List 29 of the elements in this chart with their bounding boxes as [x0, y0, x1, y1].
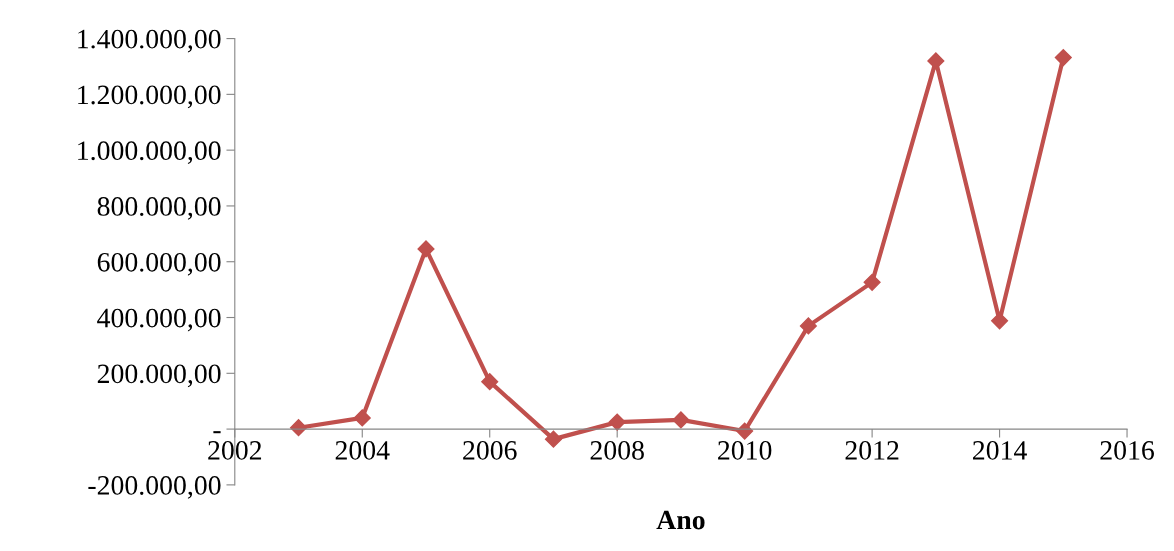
y-tick-label: 600.000,00 — [97, 252, 221, 276]
y-tick-label: 400.000,00 — [97, 308, 221, 332]
x-tick-label: 2016 — [1100, 441, 1154, 460]
point — [353, 409, 371, 427]
x-axis-title: Ano — [656, 510, 705, 530]
point — [927, 52, 945, 70]
point — [481, 373, 499, 391]
y-tick-label: 1.200.000,00 — [78, 85, 221, 109]
point — [736, 422, 754, 440]
point — [799, 317, 817, 335]
x-tick-label: 2006 — [463, 441, 517, 460]
point — [672, 411, 690, 429]
point — [544, 430, 563, 448]
x-tick-label: 2008 — [590, 441, 644, 460]
point — [608, 413, 626, 431]
x-tick-label: 2014 — [973, 441, 1027, 460]
y-tick-label: - — [213, 431, 221, 434]
y-tick-label: -200.000,00 — [88, 476, 221, 499]
y-tick-label: 200.000,00 — [97, 364, 221, 388]
point — [417, 240, 435, 258]
x-tick-label: 2010 — [718, 441, 772, 460]
x-tick-label: 2012 — [845, 441, 899, 460]
point — [1054, 48, 1072, 67]
y-tick-label: 1.400.000,00 — [78, 29, 221, 53]
y-tick-label: 800.000,00 — [97, 197, 221, 220]
point — [863, 273, 881, 291]
x-tick-label: 2004 — [335, 441, 390, 460]
x-tick-label: 2002 — [208, 441, 262, 460]
y-tick-label: 1.000.000,00 — [78, 141, 221, 165]
